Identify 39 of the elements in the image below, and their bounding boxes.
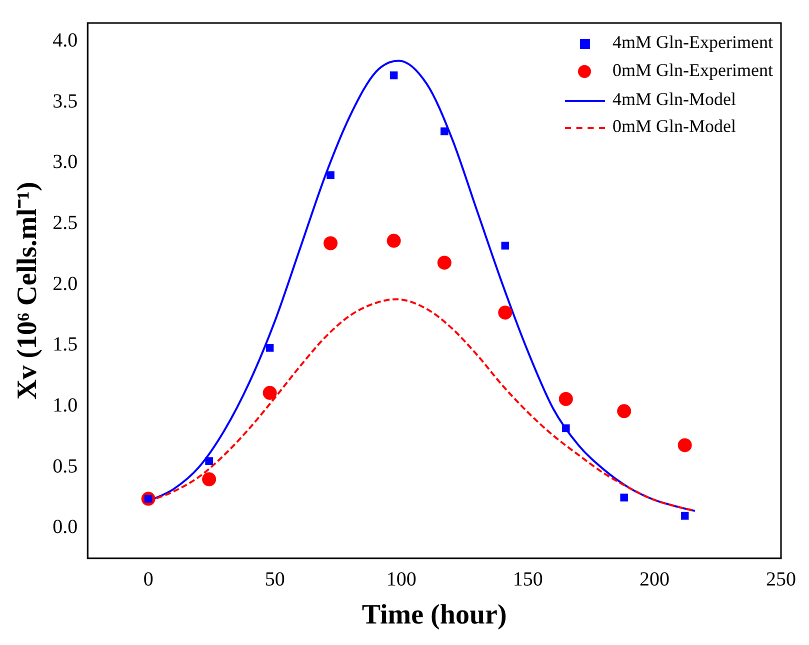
point [205,457,213,465]
point [326,171,334,179]
y-tick-label: 2.0 [52,272,78,295]
y-tick-label: 4.0 [52,30,78,52]
point [266,344,274,352]
y-tick-label: 2.5 [52,212,78,234]
point [390,71,398,80]
x-tick-label: 150 [512,568,543,591]
x-axis-title: Time (hour) [362,599,507,630]
x-tick-label: 100 [386,568,416,591]
x-tick-label: 250 [766,568,796,591]
point [617,404,632,418]
point [620,494,628,502]
y-axis-title: Xv (10⁶ Cells.ml⁻¹) [12,182,44,400]
point [558,392,573,406]
point [678,438,692,452]
y-tick-label: 1.5 [52,334,78,356]
y-tick-label: 0.0 [52,516,78,538]
point [202,472,216,486]
legend-label: 0mM Gln-Experiment [612,60,773,80]
point [324,236,338,250]
x-tick-label: 50 [264,568,285,591]
point [562,424,570,432]
point [386,234,401,248]
y-tick-label: 3.5 [52,90,78,112]
point [262,386,277,400]
point [501,242,510,250]
point [680,512,689,520]
y-tick-label: 1.0 [52,394,78,417]
legend-label: 0mM Gln-Model [612,116,736,136]
point [440,127,448,136]
y-tick-label: 0.5 [52,455,78,478]
y-tick-label: 3.0 [52,151,78,174]
legend-label: 4mM Gln-Model [612,88,736,109]
point [498,306,512,320]
x-tick-label: 200 [639,568,670,591]
point [437,256,452,270]
legend-label: 4mM Gln-Experiment [612,32,773,52]
x-tick-label: 0 [143,568,154,591]
